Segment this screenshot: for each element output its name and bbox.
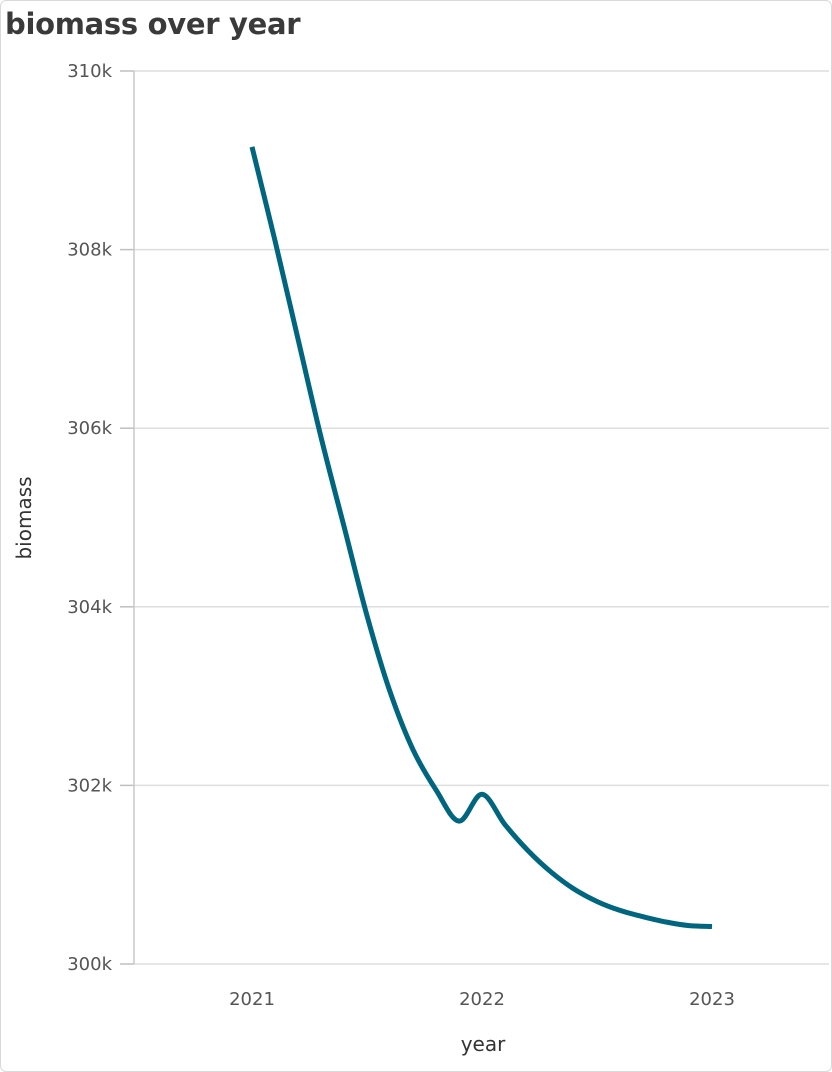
chart-title: biomass over year xyxy=(5,7,301,41)
x-axis-title: year xyxy=(461,1032,506,1056)
y-tick-label: 310k xyxy=(67,61,112,82)
y-tick-label: 300k xyxy=(67,954,112,975)
y-axis-title: biomass xyxy=(12,476,36,559)
series-line-0 xyxy=(249,146,713,929)
y-tick-label: 308k xyxy=(67,240,112,261)
y-tick-label: 306k xyxy=(67,418,112,439)
y-tick-label: 304k xyxy=(67,597,112,618)
x-tick-label: 2022 xyxy=(459,989,505,1010)
series xyxy=(249,146,713,929)
gridlines xyxy=(120,70,829,965)
x-tick-labels: 2021 2022 2023 xyxy=(229,989,735,1010)
x-tick-label: 2021 xyxy=(229,989,275,1010)
y-tick-labels: 300k 302k 304k 306k 308k 310k xyxy=(67,61,112,975)
x-tick-label: 2023 xyxy=(689,989,735,1010)
y-tick-label: 302k xyxy=(67,775,112,796)
